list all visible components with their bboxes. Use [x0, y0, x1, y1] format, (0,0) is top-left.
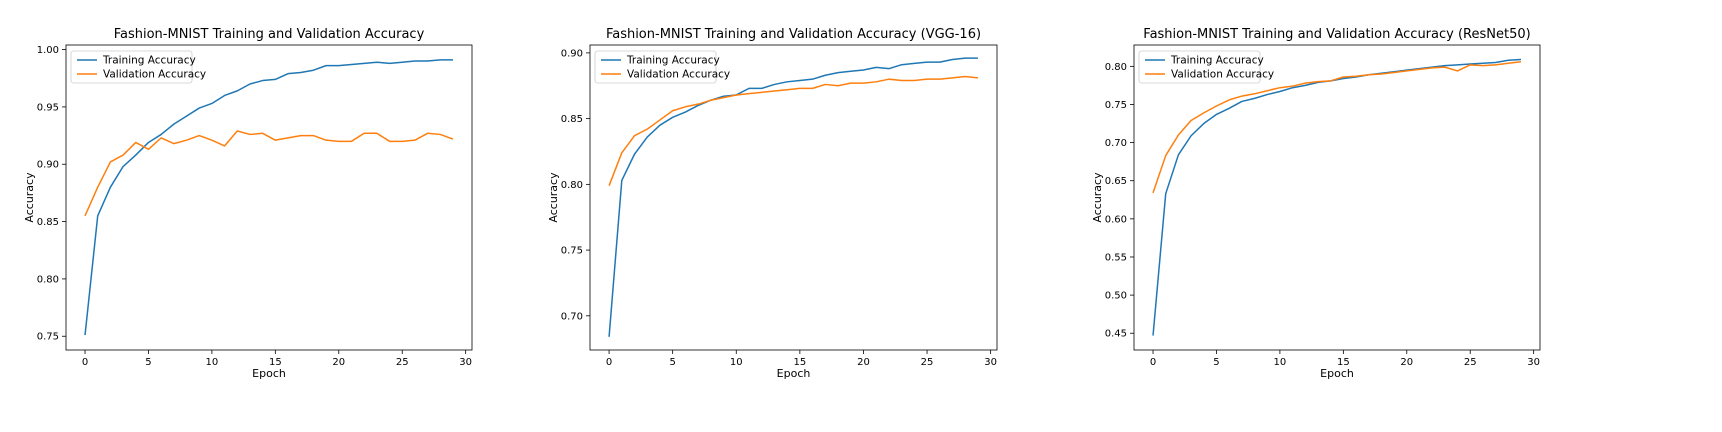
y-tick-label: 0.95 [37, 102, 59, 113]
x-tick-label: 0 [606, 357, 612, 368]
y-tick-label: 0.80 [561, 180, 583, 191]
x-tick-label: 0 [82, 357, 88, 368]
chart-title: Fashion-MNIST Training and Validation Ac… [1143, 27, 1530, 42]
x-tick-label: 10 [1274, 357, 1287, 368]
plot-frame [589, 44, 998, 351]
series-line-validation [1152, 61, 1522, 194]
legend-label-training: Training Accuracy [626, 55, 720, 67]
x-tick-label: 10 [206, 357, 219, 368]
x-tick-label: 5 [1213, 357, 1219, 368]
plot-frame [65, 44, 473, 351]
legend: Training Accuracy Validation Accuracy [1138, 50, 1274, 84]
plot-frame [1133, 44, 1541, 351]
x-tick-label: 5 [145, 357, 151, 368]
subplot-3: Fashion-MNIST Training and Validation Ac… [1091, 27, 1541, 380]
x-tick-label: 25 [921, 357, 934, 368]
x-tick-label: 30 [984, 357, 997, 368]
x-axis-label: Epoch [1320, 367, 1354, 380]
legend: Training Accuracy Validation Accuracy [70, 50, 206, 84]
y-tick-label: 0.75 [1105, 100, 1127, 111]
y-tick-label: 0.70 [561, 311, 583, 322]
y-tick-label: 1.00 [37, 45, 59, 56]
y-tick-label: 0.50 [1105, 291, 1127, 302]
y-axis-label: Accuracy [23, 172, 36, 223]
y-tick-label: 0.75 [37, 332, 59, 343]
y-tick-label: 0.90 [37, 160, 59, 171]
y-tick-label: 0.70 [1105, 138, 1127, 149]
subplot-1: Fashion-MNIST Training and Validation Ac… [23, 27, 473, 380]
y-tick-label: 0.45 [1105, 329, 1127, 340]
legend-label-validation: Validation Accuracy [627, 69, 730, 81]
x-tick-label: 20 [857, 357, 870, 368]
x-tick-label: 20 [1400, 357, 1413, 368]
legend: Training Accuracy Validation Accuracy [594, 50, 730, 84]
y-tick-label: 0.90 [561, 48, 583, 59]
legend-box [594, 50, 717, 84]
x-tick-label: 25 [396, 357, 409, 368]
x-tick-label: 30 [1527, 357, 1540, 368]
x-tick-label: 25 [1464, 357, 1477, 368]
x-axis-label: Epoch [252, 367, 286, 380]
series-line-training [84, 59, 453, 336]
y-tick-label: 0.85 [37, 217, 59, 228]
y-tick-label: 0.80 [1105, 62, 1127, 73]
x-axis-label: Epoch [777, 367, 811, 380]
y-tick-label: 0.60 [1105, 214, 1127, 225]
x-tick-label: 15 [269, 357, 282, 368]
legend-label-validation: Validation Accuracy [103, 69, 206, 81]
x-tick-label: 20 [332, 357, 345, 368]
subplot-2: Fashion-MNIST Training and Validation Ac… [547, 27, 998, 380]
y-tick-label: 0.55 [1105, 252, 1127, 263]
x-tick-label: 15 [793, 357, 806, 368]
legend-label-validation: Validation Accuracy [1171, 69, 1274, 81]
legend-box [1138, 50, 1261, 84]
y-tick-label: 0.65 [1105, 176, 1127, 187]
y-tick-label: 0.75 [561, 246, 583, 257]
x-tick-label: 0 [1150, 357, 1156, 368]
x-tick-label: 10 [730, 357, 743, 368]
legend-label-training: Training Accuracy [102, 55, 196, 67]
y-axis-label: Accuracy [1091, 172, 1104, 223]
series-line-training [608, 57, 978, 337]
y-tick-label: 0.85 [561, 114, 583, 125]
legend-box [70, 50, 193, 84]
series-line-validation [608, 75, 978, 186]
x-tick-label: 5 [669, 357, 675, 368]
y-tick-label: 0.80 [37, 274, 59, 285]
series-line-validation [84, 130, 454, 217]
x-tick-label: 15 [1337, 357, 1350, 368]
chart-title: Fashion-MNIST Training and Validation Ac… [606, 27, 981, 42]
legend-label-training: Training Accuracy [1170, 55, 1264, 67]
x-tick-label: 30 [459, 357, 472, 368]
y-axis-label: Accuracy [547, 172, 560, 223]
series-line-training [1152, 58, 1522, 336]
chart-title: Fashion-MNIST Training and Validation Ac… [114, 27, 425, 42]
